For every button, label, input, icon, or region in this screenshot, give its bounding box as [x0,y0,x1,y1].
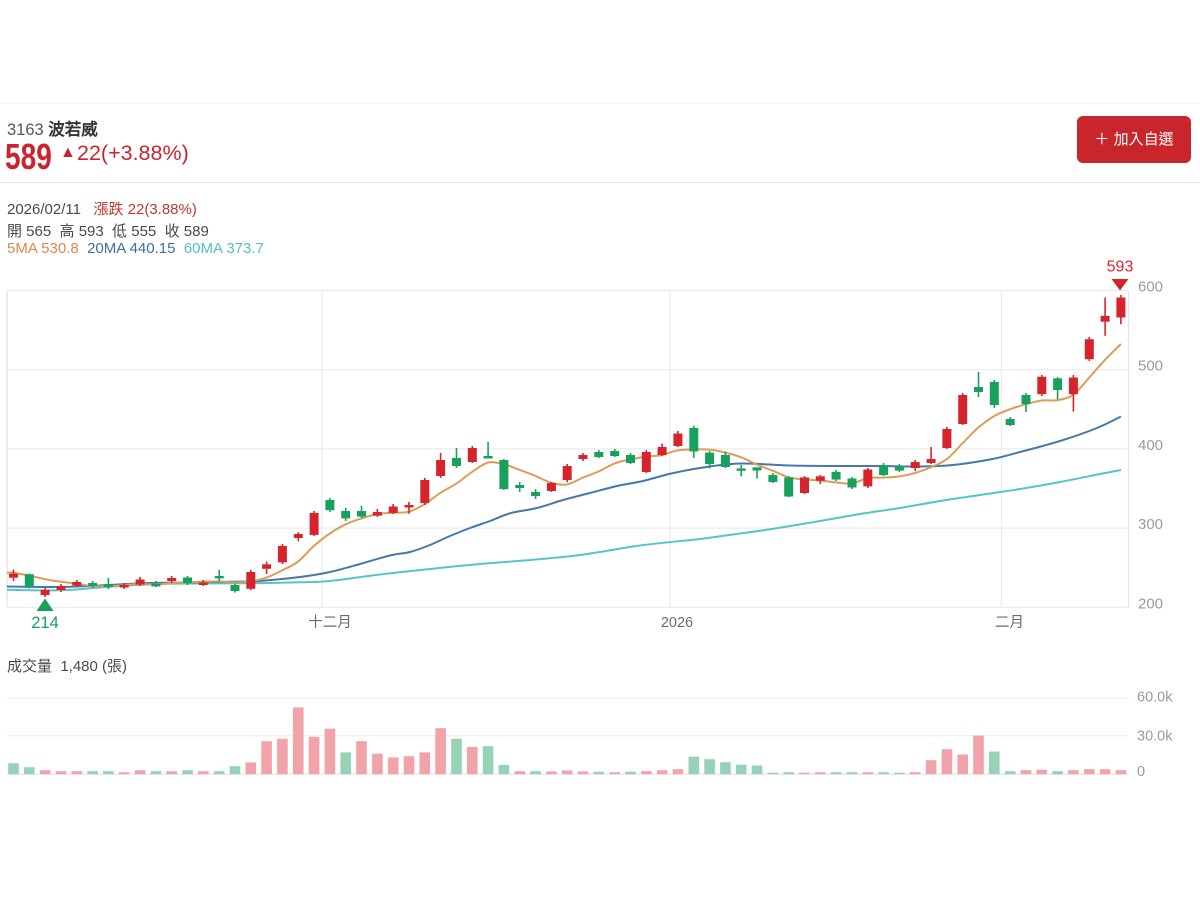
svg-text:400: 400 [1138,437,1163,454]
svg-text:二月: 二月 [995,615,1024,631]
svg-text:593: 593 [1107,259,1134,276]
svg-text:60.0k: 60.0k [1137,689,1173,705]
svg-text:30.0k: 30.0k [1137,728,1173,744]
svg-text:0: 0 [1137,764,1145,780]
svg-text:600: 600 [1138,279,1163,296]
svg-text:2026: 2026 [661,615,693,631]
svg-text:300: 300 [1138,516,1163,533]
svg-text:200: 200 [1138,595,1163,612]
svg-text:214: 214 [31,614,59,632]
svg-text:十二月: 十二月 [308,614,352,631]
svg-text:500: 500 [1138,358,1163,375]
